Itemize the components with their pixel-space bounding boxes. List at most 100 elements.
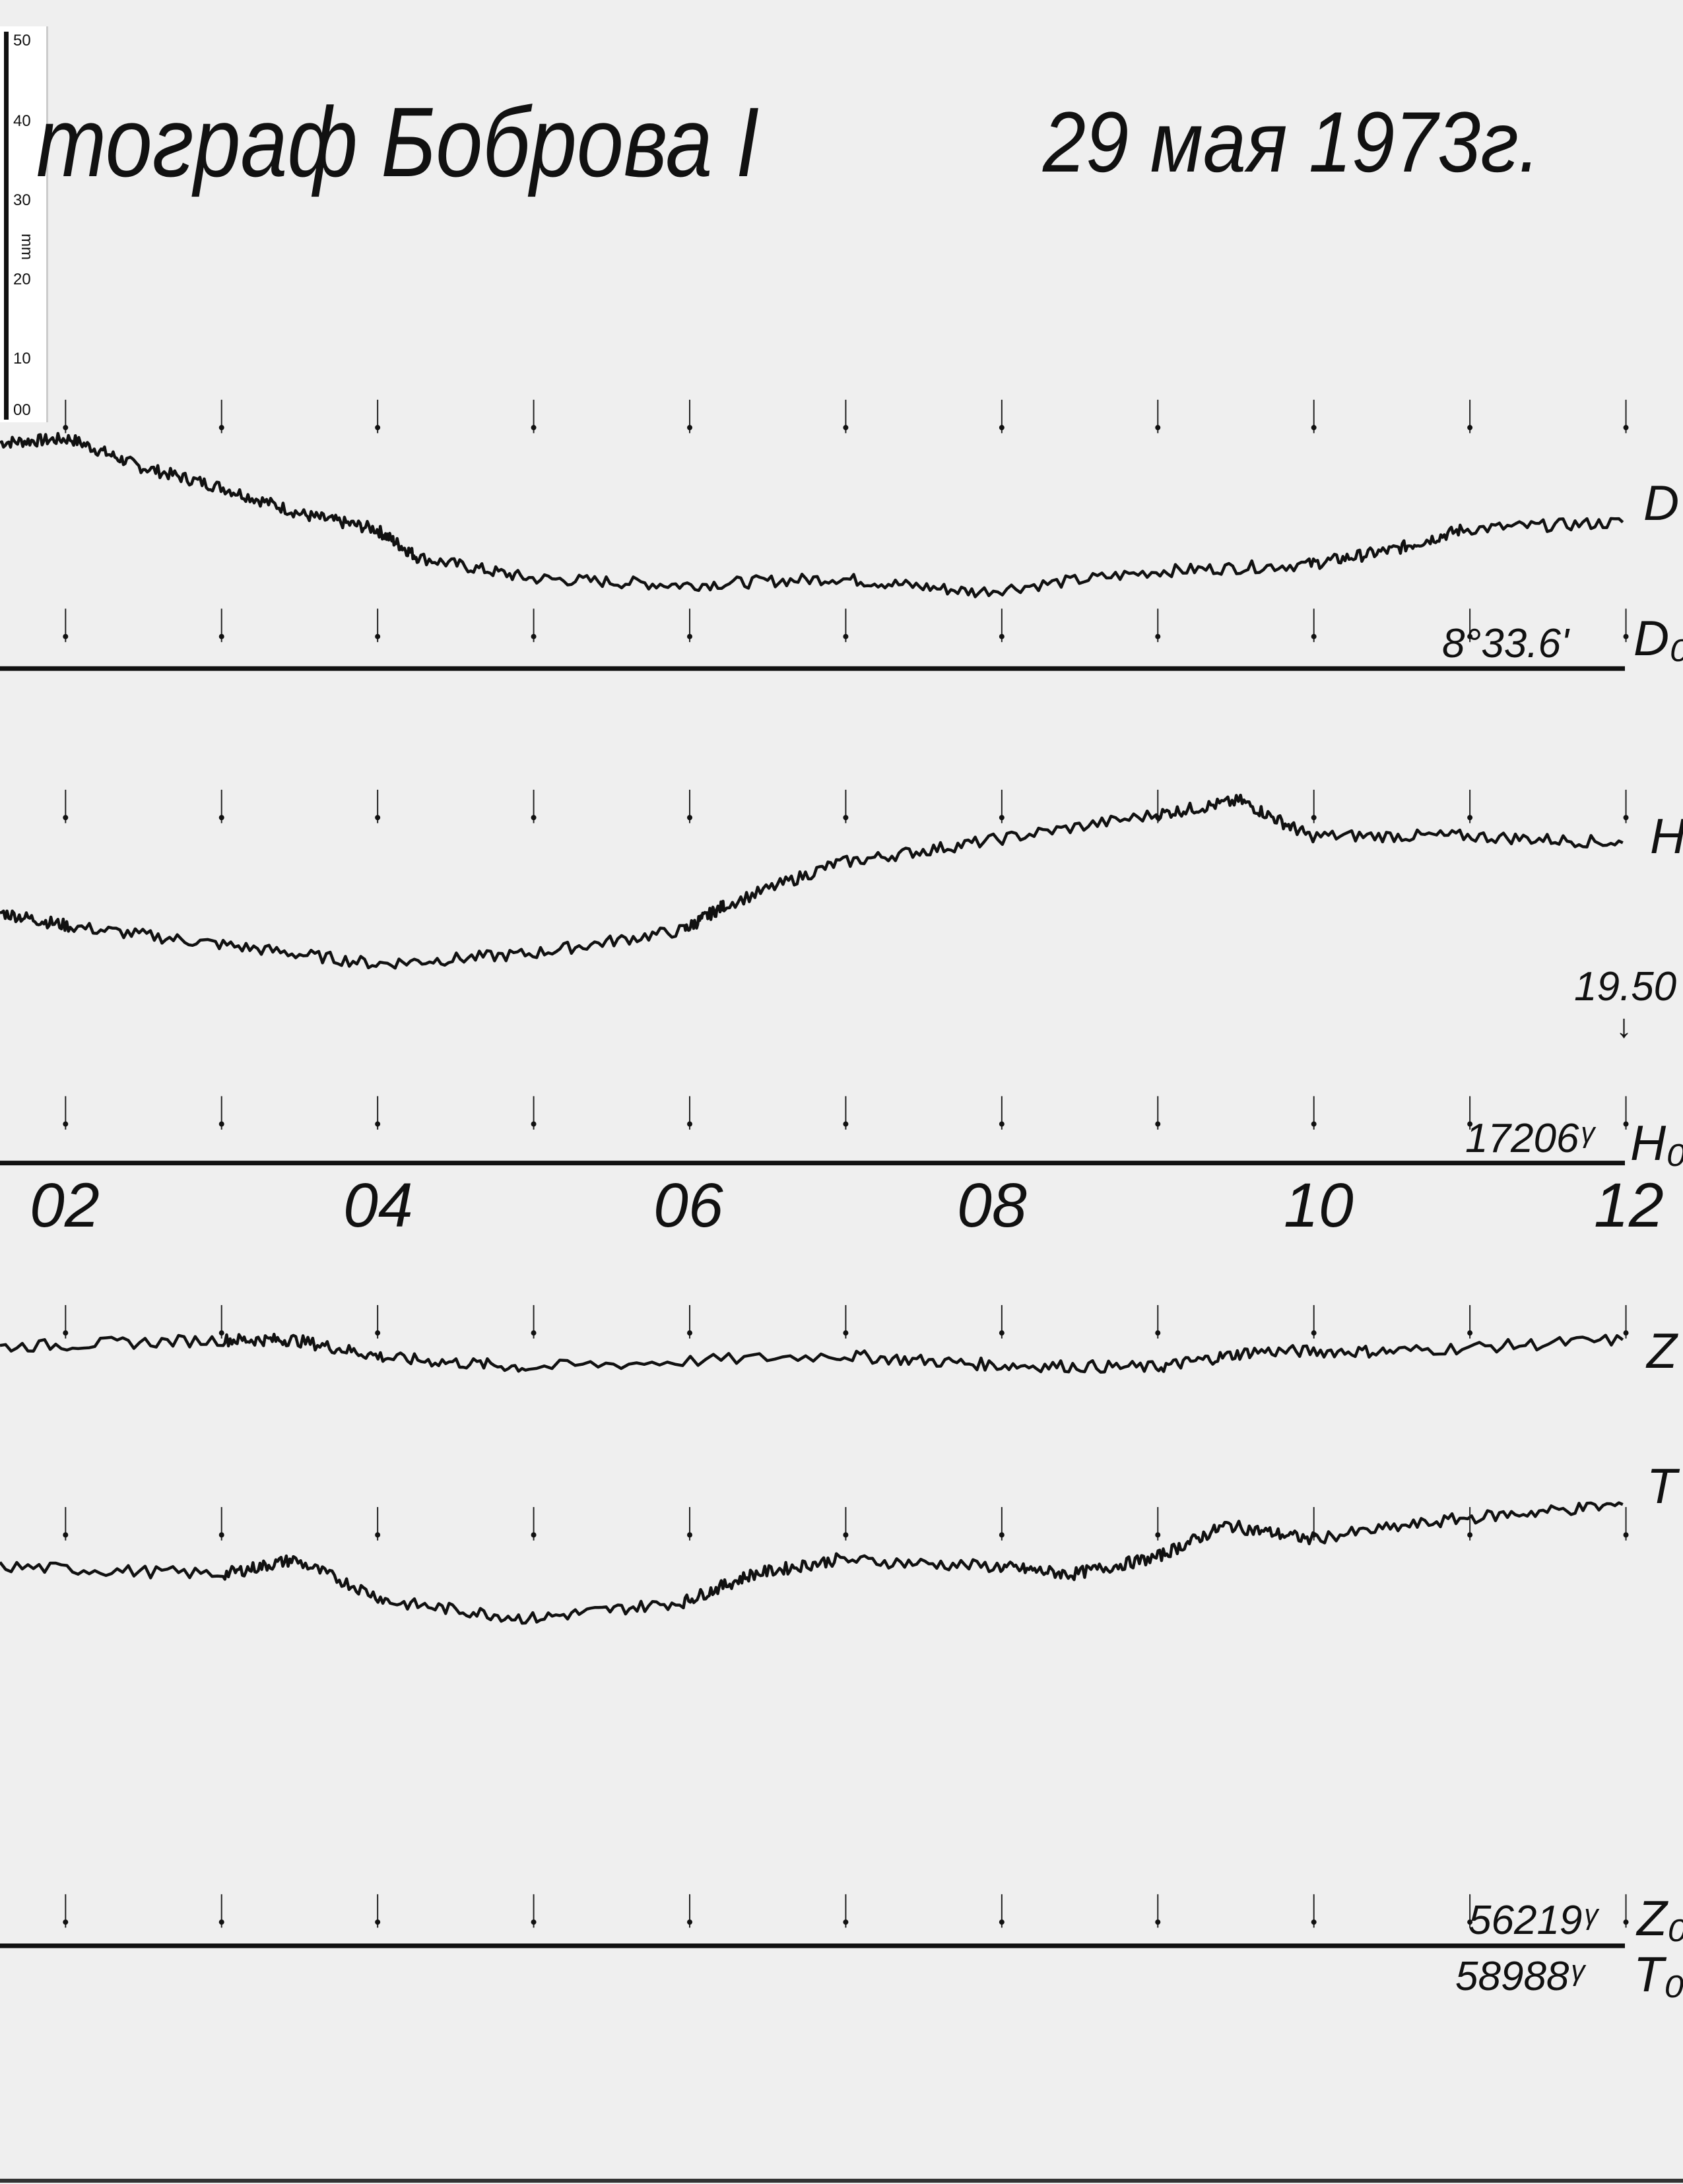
ruler-tick-label: 50 [13, 32, 31, 49]
hour-tick-dot-d0-baseline [1623, 633, 1629, 639]
x-tick-label: 04 [343, 1171, 413, 1240]
hour-tick-dot-h-trace [843, 815, 849, 821]
hour-tick-dot-d-trace [1155, 425, 1161, 431]
hour-tick-dot-d0-baseline [1467, 633, 1473, 639]
hour-tick-dot-z-trace [531, 1330, 537, 1336]
hour-tick-dot-z-trace [1467, 1330, 1473, 1336]
baseline-label-h0: H₀ [1630, 1115, 1683, 1171]
hour-tick-dot-h-trace [686, 815, 692, 821]
hour-tick-dot-t-trace [1155, 1532, 1161, 1538]
ruler-tick-label: 40 [13, 112, 31, 130]
series-label-d: D [1643, 475, 1680, 530]
baseline-label-t0: T₀ [1634, 1946, 1683, 2002]
hour-tick-dot-d-trace [1467, 425, 1473, 431]
baseline-value-t0: 58988ᵞ [1455, 1954, 1585, 1999]
h-scale-note: 19.50 [1574, 964, 1677, 1010]
hour-tick-dot-h0-baseline [375, 1121, 381, 1127]
hour-tick-dot-z0-baseline [1467, 1919, 1473, 1925]
hour-tick-dot-d0-baseline [375, 633, 381, 639]
chart-date: 29 мая 1973г. [1043, 94, 1540, 190]
trace-t [0, 1501, 1624, 1625]
hour-tick-dot-t-trace [1311, 1532, 1317, 1538]
x-tick-label: 12 [1594, 1171, 1664, 1240]
hour-tick-dot-d-trace [1311, 425, 1317, 431]
hour-tick-dot-z-trace [1311, 1330, 1317, 1336]
hour-tick-dot-d0-baseline [531, 633, 537, 639]
hour-tick-dot-d-trace [531, 425, 537, 431]
hour-tick-dot-d0-baseline [63, 633, 69, 639]
hour-tick-dot-d-trace [843, 425, 849, 431]
hour-tick-dot-z0-baseline [843, 1919, 849, 1925]
hour-tick-dot-h0-baseline [686, 1121, 692, 1127]
hour-tick-dot-t-trace [63, 1532, 69, 1538]
hour-tick-dot-t-trace [999, 1532, 1005, 1538]
down-arrow-icon: ↓ [1616, 1008, 1632, 1044]
hour-tick-dot-t-trace [1467, 1532, 1473, 1538]
hour-tick-dot-d-trace [375, 425, 381, 431]
hour-tick-dot-z0-baseline [1155, 1919, 1161, 1925]
baseline-label-d0: D₀ [1634, 610, 1683, 666]
hour-tick-dot-z-trace [218, 1330, 224, 1336]
series-label-h: H [1650, 808, 1683, 864]
hour-tick-dot-z-trace [63, 1330, 69, 1336]
hour-tick-dot-d0-baseline [218, 633, 224, 639]
x-tick-label: 06 [653, 1171, 723, 1240]
hour-tick-dot-t-trace [1623, 1532, 1629, 1538]
hour-tick-dot-d-trace [218, 425, 224, 431]
hour-tick-dot-z0-baseline [1623, 1919, 1629, 1925]
hour-tick-dot-h-trace [63, 815, 69, 821]
hour-tick-dot-h-trace [218, 815, 224, 821]
hour-tick-dot-z0-baseline [375, 1919, 381, 1925]
hour-tick-dot-d-trace [1623, 425, 1629, 431]
series-label-t: T [1647, 1458, 1677, 1514]
baseline-label-z0: Z₀ [1637, 1890, 1683, 1946]
x-tick-label: 02 [30, 1171, 100, 1240]
baseline-value-h0: 17206ᵞ [1465, 1116, 1595, 1161]
hour-tick-dot-h-trace [1467, 815, 1473, 821]
x-tick-label: 10 [1284, 1171, 1354, 1240]
hour-tick-dot-h-trace [1155, 815, 1161, 821]
hour-tick-dot-d0-baseline [999, 633, 1005, 639]
hour-tick-dot-d-trace [686, 425, 692, 431]
hour-tick-dot-z0-baseline [686, 1919, 692, 1925]
hour-tick-dot-h0-baseline [1623, 1121, 1629, 1127]
chart-title: тограф Боброва I [36, 86, 760, 197]
hour-tick-dot-z-trace [843, 1330, 849, 1336]
trace-z [0, 1332, 1624, 1374]
hour-tick-dot-h0-baseline [843, 1121, 849, 1127]
series-label-z: Z [1647, 1323, 1677, 1378]
hour-tick-dot-z-trace [686, 1330, 692, 1336]
hour-tick-dot-h0-baseline [531, 1121, 537, 1127]
hour-tick-dot-h0-baseline [1467, 1121, 1473, 1127]
hour-tick-dot-t-trace [531, 1532, 537, 1538]
hour-tick-dot-z0-baseline [1311, 1919, 1317, 1925]
hour-tick-dot-d0-baseline [843, 633, 849, 639]
hour-tick-dot-t-trace [843, 1532, 849, 1538]
hour-tick-dot-h-trace [531, 815, 537, 821]
hour-tick-dot-h0-baseline [1311, 1121, 1317, 1127]
trace-d [0, 432, 1624, 598]
hour-tick-dot-t-trace [686, 1532, 692, 1538]
ruler-tick-label: 20 [13, 271, 31, 288]
hour-tick-dot-z-trace [375, 1330, 381, 1336]
hour-tick-dot-t-trace [375, 1532, 381, 1538]
hour-tick-dot-d-trace [63, 425, 69, 431]
mm-scale-ruler: 50 40 30 mm 20 10 00 [0, 26, 48, 422]
hour-tick-dot-d-trace [999, 425, 1005, 431]
x-tick-label: 08 [957, 1171, 1027, 1240]
hour-tick-dot-h-trace [999, 815, 1005, 821]
hour-tick-dot-h0-baseline [63, 1121, 69, 1127]
hour-tick-dot-z-trace [999, 1330, 1005, 1336]
hour-tick-dot-h0-baseline [1155, 1121, 1161, 1127]
hour-tick-dot-z0-baseline [63, 1919, 69, 1925]
hour-tick-dot-h-trace [1311, 815, 1317, 821]
hour-tick-dot-d0-baseline [686, 633, 692, 639]
ruler-tick-label: 10 [13, 350, 31, 368]
hour-tick-dot-h0-baseline [999, 1121, 1005, 1127]
ruler-tick-label: 00 [13, 401, 31, 419]
hour-tick-dot-h-trace [1623, 815, 1629, 821]
ruler-bar [4, 32, 9, 420]
hour-tick-dot-z0-baseline [999, 1919, 1005, 1925]
hour-tick-dot-d0-baseline [1155, 633, 1161, 639]
